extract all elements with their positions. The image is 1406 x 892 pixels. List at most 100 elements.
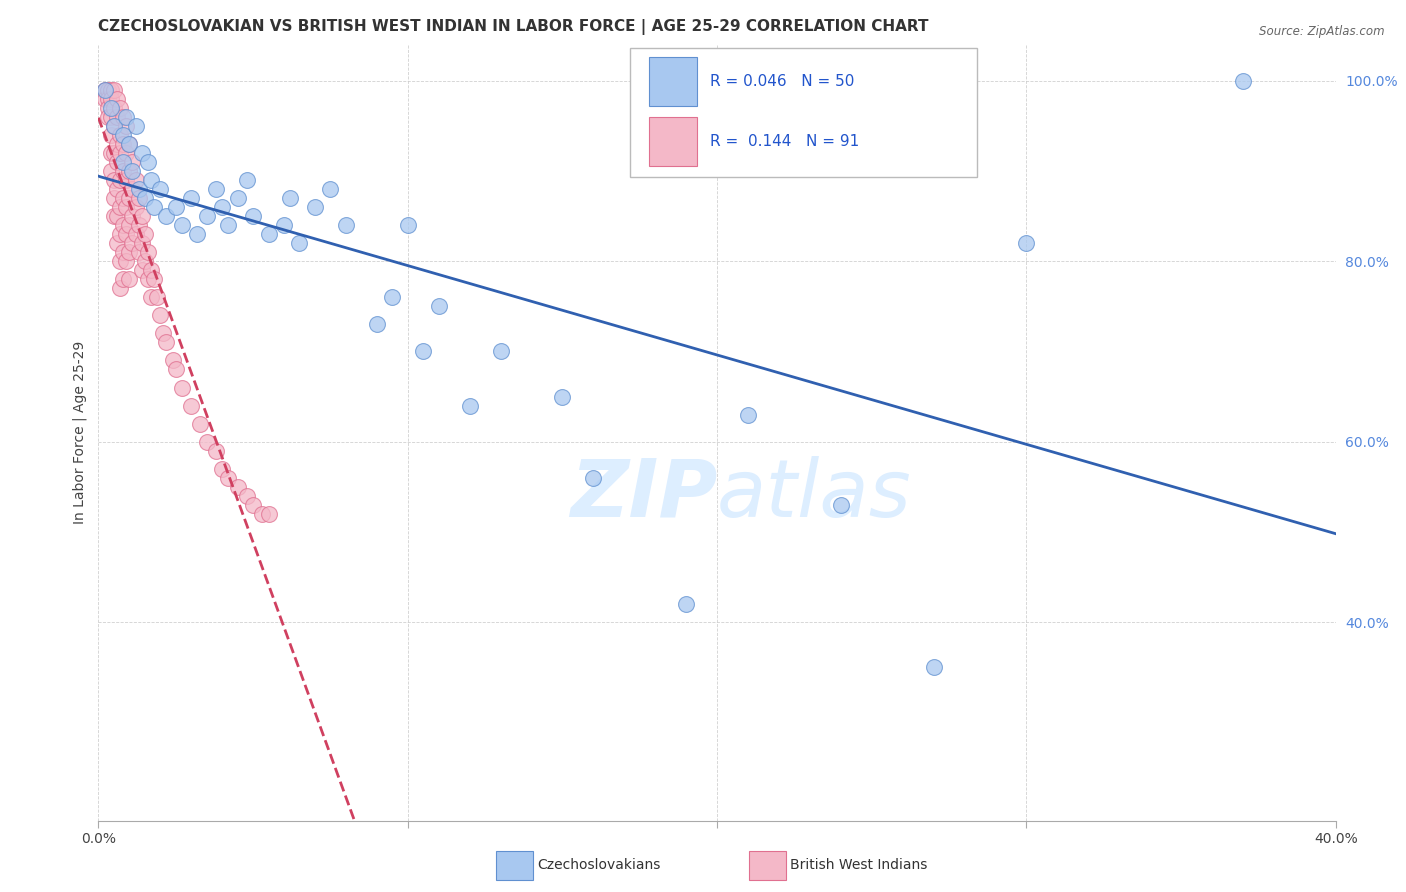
Point	[165, 200, 187, 214]
Point	[97, 110, 120, 124]
Point	[288, 236, 311, 251]
FancyBboxPatch shape	[650, 56, 697, 106]
Point	[205, 182, 228, 196]
Point	[412, 344, 434, 359]
Point	[830, 498, 852, 512]
Point	[121, 182, 143, 196]
FancyBboxPatch shape	[650, 117, 697, 167]
Point	[319, 182, 342, 196]
Point	[236, 489, 259, 503]
Point	[105, 92, 128, 106]
Point	[97, 83, 120, 97]
Point	[108, 227, 131, 241]
Point	[100, 101, 122, 115]
Point	[195, 209, 218, 223]
Point	[335, 218, 357, 232]
Point	[105, 182, 128, 196]
Point	[118, 136, 141, 151]
Point	[180, 191, 202, 205]
Point	[124, 119, 146, 133]
Point	[124, 173, 146, 187]
Point	[190, 417, 212, 431]
Point	[136, 155, 159, 169]
Point	[100, 128, 122, 142]
Point	[112, 191, 135, 205]
Point	[103, 119, 125, 133]
Point	[103, 209, 125, 223]
Text: R =  0.144   N = 91: R = 0.144 N = 91	[710, 134, 859, 149]
Point	[242, 209, 264, 223]
Point	[115, 110, 138, 124]
Point	[124, 227, 146, 241]
Point	[108, 128, 131, 142]
Point	[149, 182, 172, 196]
Point	[115, 200, 138, 214]
Point	[105, 236, 128, 251]
Point	[121, 209, 143, 223]
Point	[136, 272, 159, 286]
Point	[108, 101, 131, 115]
Point	[242, 498, 264, 512]
Point	[273, 218, 295, 232]
Point	[170, 218, 193, 232]
Point	[105, 209, 128, 223]
Point	[115, 145, 138, 160]
Point	[551, 390, 574, 404]
Point	[118, 218, 141, 232]
Point	[105, 110, 128, 124]
Point	[128, 245, 150, 260]
Text: atlas: atlas	[717, 456, 912, 533]
Point	[112, 110, 135, 124]
Point	[131, 209, 153, 223]
Point	[112, 136, 135, 151]
Point	[108, 254, 131, 268]
Point	[112, 272, 135, 286]
Point	[217, 471, 239, 485]
Point	[489, 344, 512, 359]
FancyBboxPatch shape	[496, 851, 533, 880]
Point	[105, 155, 128, 169]
Point	[217, 218, 239, 232]
Point	[103, 191, 125, 205]
Point	[226, 191, 249, 205]
Point	[103, 145, 125, 160]
Point	[112, 164, 135, 178]
Point	[118, 164, 141, 178]
Point	[165, 362, 187, 376]
Y-axis label: In Labor Force | Age 25-29: In Labor Force | Age 25-29	[73, 341, 87, 524]
Point	[97, 101, 120, 115]
Point	[582, 471, 605, 485]
Point	[103, 83, 125, 97]
Point	[108, 173, 131, 187]
Point	[152, 326, 174, 341]
Point	[105, 136, 128, 151]
FancyBboxPatch shape	[749, 851, 786, 880]
Point	[93, 92, 115, 106]
Point	[143, 272, 166, 286]
Text: British West Indians: British West Indians	[790, 858, 928, 872]
Point	[128, 191, 150, 205]
Point	[100, 92, 122, 106]
Point	[118, 136, 141, 151]
Point	[108, 281, 131, 295]
Point	[134, 254, 156, 268]
Point	[93, 83, 115, 97]
Point	[115, 254, 138, 268]
Point	[121, 236, 143, 251]
Point	[458, 399, 481, 413]
Point	[134, 191, 156, 205]
Point	[118, 191, 141, 205]
Point	[180, 399, 202, 413]
Point	[134, 227, 156, 241]
Point	[131, 236, 153, 251]
Text: R = 0.046   N = 50: R = 0.046 N = 50	[710, 74, 853, 89]
Point	[121, 155, 143, 169]
Point	[252, 507, 274, 521]
Point	[139, 290, 162, 304]
Point	[121, 164, 143, 178]
Point	[211, 200, 233, 214]
Point	[108, 145, 131, 160]
Point	[100, 164, 122, 178]
Point	[186, 227, 208, 241]
Point	[115, 227, 138, 241]
